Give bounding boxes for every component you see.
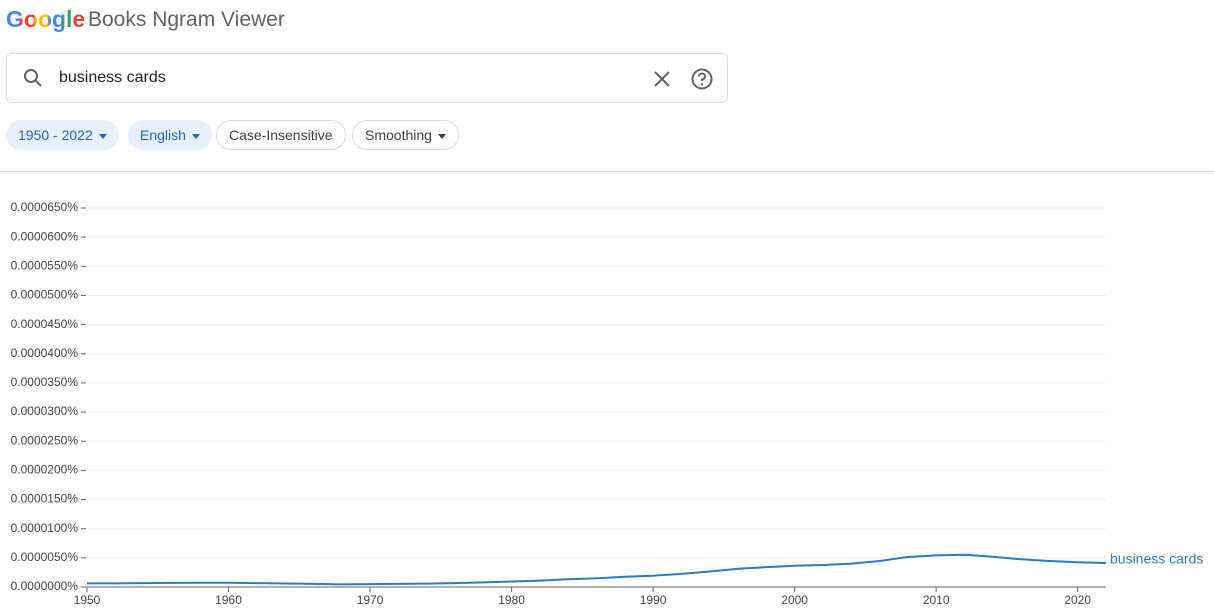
app-title: Books Ngram Viewer: [88, 8, 285, 31]
chip-label: 1950 - 2022: [18, 127, 93, 143]
y-tick-label: 0.0000250%: [11, 433, 79, 447]
search-icon[interactable]: [21, 66, 45, 90]
corpus-chip[interactable]: English: [128, 120, 212, 150]
smoothing-chip[interactable]: Smoothing: [352, 120, 459, 150]
y-tick-label: 0.0000050%: [11, 550, 79, 564]
y-tick-label: 0.0000550%: [11, 258, 79, 272]
y-tick-label: 0.0000400%: [11, 346, 79, 360]
x-tick-label: 1950: [74, 593, 101, 607]
x-tick-label: 1970: [357, 593, 384, 607]
divider: [0, 171, 1214, 172]
x-tick-label: 2020: [1064, 593, 1091, 607]
chip-label: Case-Insensitive: [229, 127, 333, 143]
y-tick-label: 0.0000000%: [11, 579, 79, 593]
clear-icon[interactable]: [650, 67, 674, 91]
help-icon[interactable]: [690, 67, 714, 91]
logo[interactable]: Google: [6, 6, 86, 32]
series-label[interactable]: business cards: [1110, 551, 1203, 567]
x-tick-label: 2000: [781, 593, 808, 607]
year-range-chip[interactable]: 1950 - 2022: [6, 120, 119, 150]
search-query[interactable]: business cards: [59, 69, 166, 86]
y-tick-label: 0.0000150%: [11, 492, 79, 506]
x-tick-label: 2010: [923, 593, 950, 607]
y-tick-label: 0.0000300%: [11, 404, 79, 418]
search-box[interactable]: business cards: [6, 53, 728, 103]
x-tick-label: 1980: [498, 593, 525, 607]
chip-label: Smoothing: [365, 127, 432, 143]
y-tick-label: 0.0000600%: [11, 229, 79, 243]
chip-label: English: [140, 127, 186, 143]
y-tick-label: 0.0000100%: [11, 521, 79, 535]
y-tick-label: 0.0000650%: [11, 200, 79, 214]
y-tick-label: 0.0000350%: [11, 375, 79, 389]
case-chip[interactable]: Case-Insensitive: [216, 120, 346, 150]
line-series: [86, 553, 1107, 586]
y-tick-label: 0.0000450%: [11, 317, 79, 331]
chart: 0.0000000% 0.0000050% 0.0000100% 0.0000150%…: [11, 200, 1204, 607]
y-tick-label: 0.0000500%: [11, 288, 79, 302]
x-tick-label: 1990: [640, 593, 667, 607]
y-tick-label: 0.0000200%: [11, 463, 79, 477]
x-tick-label: 1960: [215, 593, 242, 607]
